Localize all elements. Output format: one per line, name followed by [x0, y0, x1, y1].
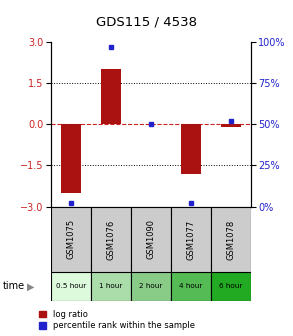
Bar [61, 124, 81, 193]
Bar [91, 272, 131, 301]
Text: ▶: ▶ [27, 282, 35, 291]
Bar [51, 272, 91, 301]
Bar [91, 207, 131, 272]
Bar [131, 272, 171, 301]
Text: 0.5 hour: 0.5 hour [56, 284, 86, 289]
Text: GSM1078: GSM1078 [226, 219, 235, 259]
Text: GSM1090: GSM1090 [146, 219, 155, 259]
Legend: log ratio, percentile rank within the sample: log ratio, percentile rank within the sa… [39, 310, 195, 330]
Text: GDS115 / 4538: GDS115 / 4538 [96, 15, 197, 28]
Bar [131, 207, 171, 272]
Bar [221, 124, 241, 127]
Bar [51, 207, 91, 272]
Bar [171, 207, 211, 272]
Bar [211, 272, 251, 301]
Text: 6 hour: 6 hour [219, 284, 242, 289]
Text: 4 hour: 4 hour [179, 284, 202, 289]
Text: time: time [3, 282, 25, 291]
Bar [181, 124, 201, 174]
Bar [211, 207, 251, 272]
Text: GSM1077: GSM1077 [186, 219, 195, 259]
Text: 2 hour: 2 hour [139, 284, 163, 289]
Text: 1 hour: 1 hour [99, 284, 123, 289]
Bar [101, 70, 121, 124]
Text: GSM1075: GSM1075 [67, 219, 76, 259]
Text: GSM1076: GSM1076 [107, 219, 115, 259]
Bar [171, 272, 211, 301]
